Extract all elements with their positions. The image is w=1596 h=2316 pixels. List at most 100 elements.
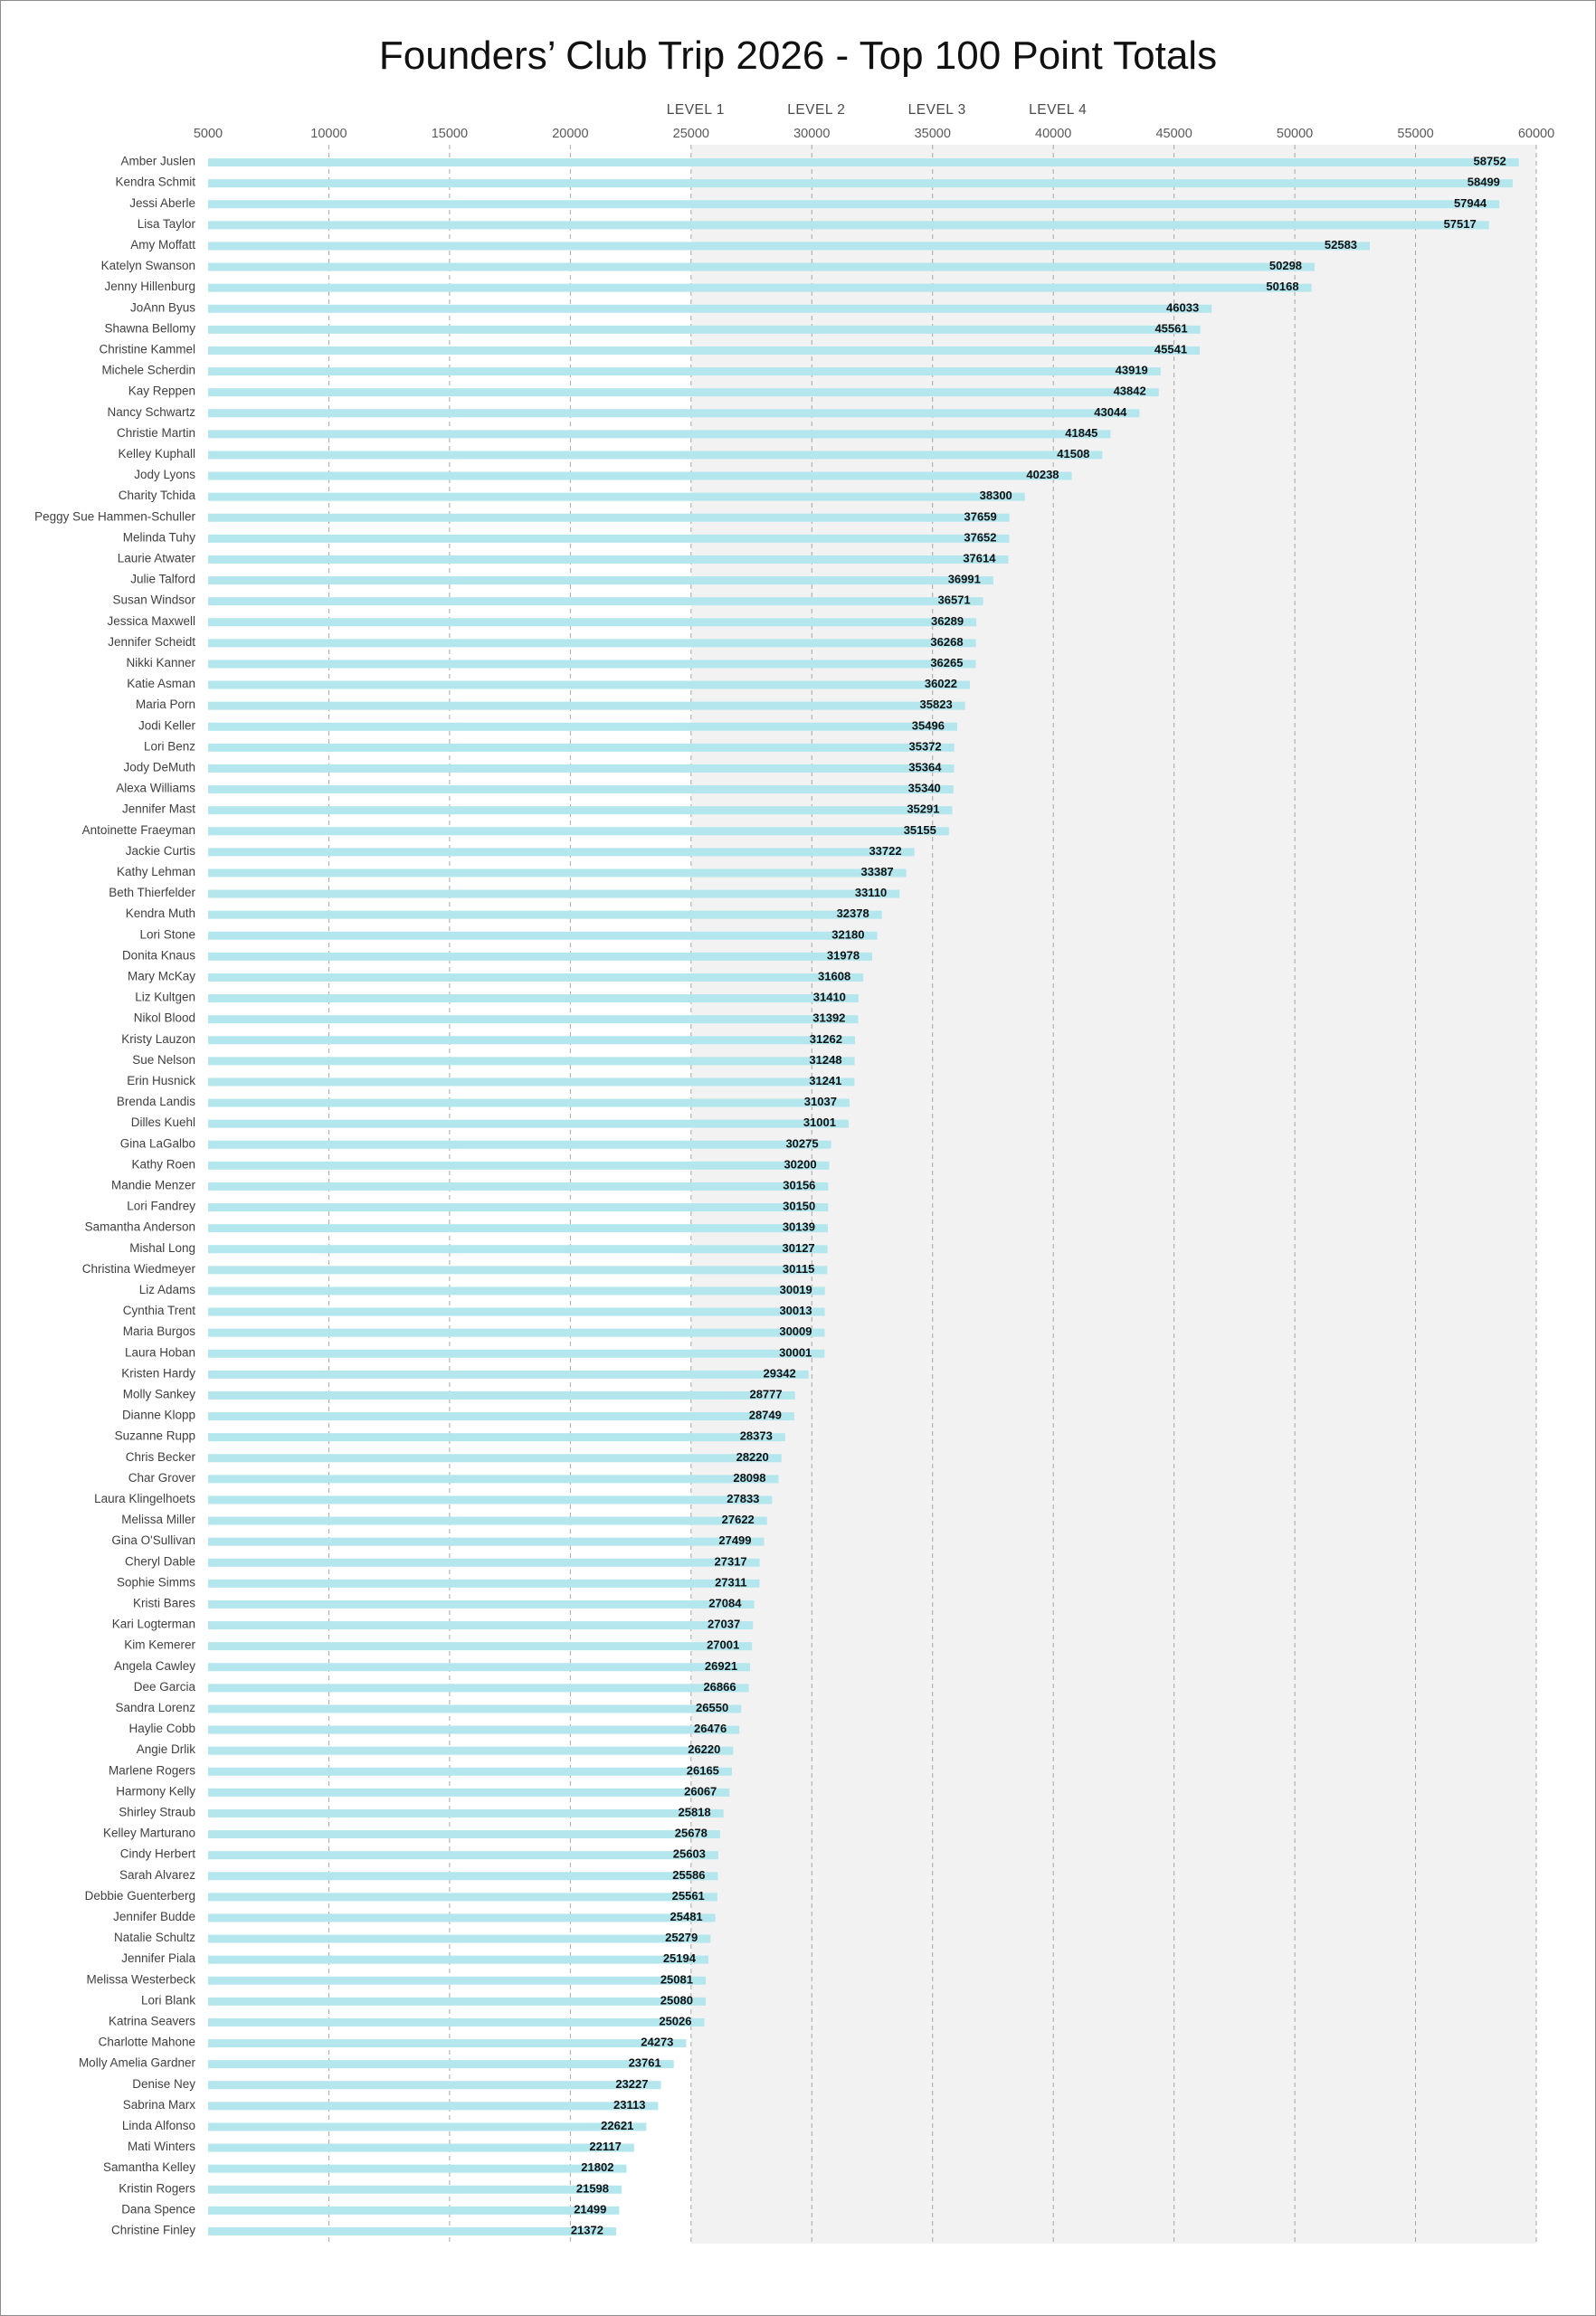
category-label: Liz Adams [139,1283,196,1296]
bar [208,221,1489,230]
category-label: Mati Winters [128,2140,195,2153]
value-label: 41508 [1057,447,1089,460]
bar [208,1579,760,1588]
value-label: 58752 [1474,155,1506,168]
category-label: Molly Amelia Gardner [79,2056,196,2070]
bar [208,513,1010,522]
category-label: Dianne Klopp [122,1409,195,1422]
bar [208,994,859,1003]
value-label: 22117 [589,2140,621,2153]
value-label: 31978 [827,948,860,962]
bar [208,660,976,669]
x-tick-label: 25000 [673,127,709,141]
bar [208,1642,753,1651]
value-label: 26550 [696,1701,728,1714]
value-label: 30200 [784,1157,816,1171]
value-label: 36571 [938,593,971,607]
value-label: 37659 [964,509,997,523]
value-label: 33110 [855,886,887,899]
x-tick-label: 60000 [1518,127,1554,141]
category-label: Dana Spence [121,2202,195,2216]
category-label: Sophie Simms [117,1575,195,1589]
bar [208,722,957,731]
bar [208,1161,830,1170]
value-label: 25081 [660,1972,693,1986]
value-label: 31248 [809,1053,841,1067]
category-label: Kristy Lauzon [121,1032,195,1046]
bar [208,1328,825,1337]
value-label: 27037 [708,1618,740,1631]
category-label: Jennifer Scheidt [108,635,195,649]
value-label: 40238 [1026,468,1059,481]
bar [208,2185,622,2194]
value-label: 37614 [963,551,996,565]
x-tick-label: 50000 [1277,127,1313,141]
category-label: Nikki Kanner [126,656,195,669]
bar [208,1412,794,1421]
value-label: 30156 [783,1178,815,1191]
category-label: Maria Burgos [123,1324,196,1338]
value-label: 36289 [931,614,964,628]
bar [208,346,1201,355]
category-label: Melissa Miller [121,1513,195,1526]
bar [208,1976,706,1985]
bar [208,158,1519,167]
category-label: Jody Lyons [134,468,195,481]
value-label: 35155 [904,823,936,837]
value-label: 26476 [694,1722,727,1735]
bar [208,1057,855,1066]
bar [208,785,954,794]
value-label: 35340 [908,782,941,795]
bar [208,973,864,982]
value-label: 50168 [1266,280,1298,293]
category-label: Christine Kammel [99,342,195,356]
value-label: 24273 [641,2036,673,2049]
category-label: Denise Ney [132,2077,195,2091]
value-label: 29342 [764,1366,796,1380]
value-label: 37652 [964,530,996,544]
bar [208,179,1513,188]
bar [208,2206,620,2215]
bar [208,451,1103,460]
category-label: Jody DeMuth [123,760,195,774]
category-label: Kendra Schmit [115,176,195,189]
bar [208,1119,849,1128]
bar [208,1433,785,1442]
value-label: 28373 [740,1429,773,1443]
value-label: 31392 [812,1011,845,1025]
bar [208,1725,740,1734]
value-label: 36265 [930,656,963,669]
category-label: Katelyn Swanson [101,259,195,272]
category-label: Kelley Marturano [103,1827,195,1840]
bar [208,1893,717,1902]
category-label: Dee Garcia [134,1680,196,1694]
value-label: 23113 [613,2098,645,2112]
category-labels: Amber Juslen Kendra Schmit Jessi Aberle Lis… [34,155,195,2237]
category-label: Katie Asman [127,677,195,690]
level-label: LEVEL 3 [908,102,966,118]
category-label: Melinda Tuhy [123,530,196,544]
bar [208,283,1312,292]
category-label: Marlene Rogers [109,1763,195,1777]
category-label: Cynthia Trent [123,1304,196,1317]
category-label: Kristen Hardy [121,1366,195,1380]
category-label: Laura Klingelhoets [94,1492,195,1505]
value-label: 27084 [708,1596,742,1609]
value-label: 25561 [672,1889,705,1903]
category-label: Christie Martin [117,426,195,440]
value-label: 31262 [810,1032,842,1046]
value-label: 27311 [715,1575,746,1589]
value-label: 30001 [779,1345,812,1359]
category-label: Gina LaGalbo [120,1136,195,1150]
bar [208,200,1500,209]
bar [208,764,955,773]
category-label: Angela Cawley [114,1659,195,1673]
value-label: 21499 [574,2202,606,2216]
value-label: 27833 [727,1492,759,1505]
category-label: Cheryl Dable [125,1554,195,1568]
category-label: Angie Drlik [137,1742,196,1756]
value-label: 27499 [718,1533,751,1547]
bar [208,2060,674,2069]
bar [208,1182,829,1191]
category-label: Sandra Lorenz [115,1701,195,1714]
